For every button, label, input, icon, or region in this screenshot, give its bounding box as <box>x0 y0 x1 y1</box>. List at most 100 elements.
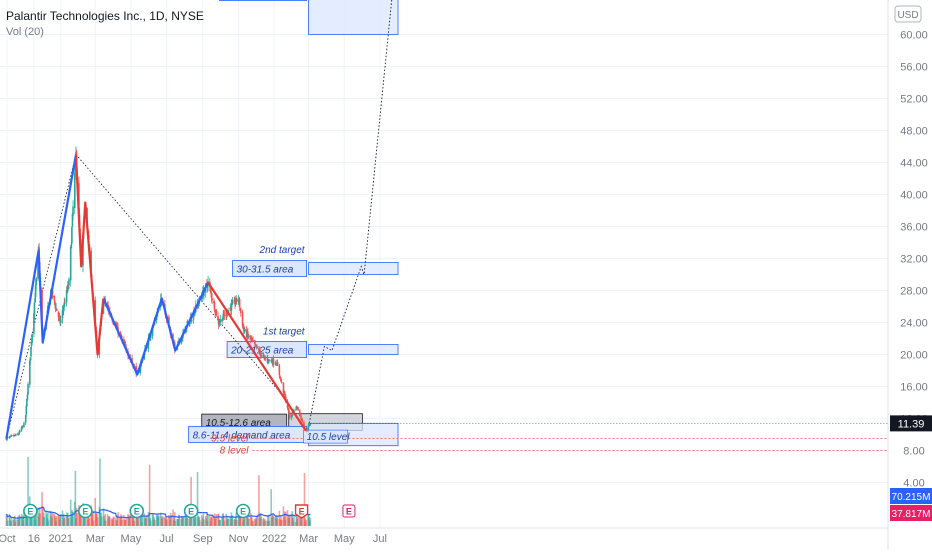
volume-bar <box>223 520 226 526</box>
volume-bar <box>39 513 42 526</box>
earnings-red-shield <box>294 504 309 519</box>
candle-body <box>21 427 23 429</box>
candle-body <box>287 408 290 414</box>
volume-bar <box>268 514 270 526</box>
price-axis[interactable]: 4.008.0012.0016.0020.0024.0028.0032.0036… <box>887 0 928 550</box>
volume-bar <box>55 516 58 526</box>
candle-body <box>279 377 282 379</box>
price-tick-label: 16.00 <box>900 382 928 394</box>
volume-bar <box>117 512 119 526</box>
price-tick-label: 32.00 <box>900 254 928 266</box>
volume-bar <box>129 514 132 526</box>
candle-body <box>27 384 29 395</box>
candle-body <box>74 172 76 208</box>
volume-bar <box>145 515 148 526</box>
volume-bar <box>285 511 287 526</box>
candle-body <box>149 335 152 338</box>
candle-body <box>51 290 54 298</box>
volume-bar <box>235 512 237 526</box>
candle-body <box>192 311 195 320</box>
volume-badge <box>890 488 932 504</box>
candle-body <box>201 297 204 299</box>
candle-body <box>30 346 32 357</box>
volume-bar <box>19 515 21 526</box>
volume-bar <box>27 456 29 526</box>
volume-bar <box>283 511 286 526</box>
candle-body <box>301 418 303 422</box>
target-zone <box>308 0 399 35</box>
candle-body <box>124 343 127 347</box>
candle-body <box>25 406 28 415</box>
earnings-icon: E <box>78 503 93 519</box>
candle-body <box>289 412 291 418</box>
candle-body <box>248 336 250 338</box>
earnings-icon: E <box>235 503 251 519</box>
volume-ma-line <box>6 506 311 519</box>
candle-body <box>58 315 61 318</box>
volume-bar <box>133 520 136 526</box>
candle-body <box>190 319 193 322</box>
candle-body <box>255 344 257 347</box>
candle-body <box>278 365 281 376</box>
volume-bar <box>64 517 66 526</box>
candle-body <box>267 361 270 363</box>
volume-bar <box>182 517 185 526</box>
volume-bar <box>31 510 33 526</box>
candle-body <box>213 301 215 303</box>
time-tick-label: May <box>121 533 142 545</box>
candle-body <box>29 357 32 361</box>
candle-body <box>280 381 283 383</box>
candle-body <box>241 311 244 326</box>
candle-body <box>307 424 310 428</box>
candle-body <box>234 299 236 305</box>
volume-bar <box>301 513 303 526</box>
candle-body <box>215 309 218 316</box>
volume-bar <box>227 518 230 526</box>
candle-body <box>34 298 36 303</box>
volume-bar <box>276 518 279 526</box>
volume-bar <box>293 515 295 526</box>
candle-body <box>223 314 226 317</box>
candle-body <box>283 391 286 396</box>
volume-bar <box>72 511 74 526</box>
candle-body <box>230 304 233 311</box>
candle-body <box>35 278 38 286</box>
volume-bar <box>190 514 193 526</box>
price-tick-label: 24.00 <box>900 318 928 330</box>
candle-body <box>279 375 281 379</box>
candle-body <box>274 363 277 365</box>
candle-body <box>237 299 240 302</box>
target-label: 2nd target <box>259 245 306 256</box>
price-tick-label: 40.00 <box>900 190 928 202</box>
last-price-value: 11.39 <box>898 418 925 430</box>
volume-bar <box>104 514 106 526</box>
volume-indicator-label: Vol (20) <box>6 26 44 38</box>
price-tick-label: 48.00 <box>900 126 928 138</box>
time-axis[interactable]: Oct 16 2021 Mar May Jul Sep Nov 2022 Mar May Jul <box>0 527 888 545</box>
earnings-future-box <box>342 504 356 518</box>
volume-bar <box>309 517 312 526</box>
candle-body <box>65 289 68 303</box>
candle-body <box>259 352 262 356</box>
earnings-circle <box>23 503 38 519</box>
candle-body <box>222 313 225 318</box>
volume-bar <box>92 520 95 526</box>
time-tick-label: Nov <box>229 533 249 545</box>
candle-body <box>206 286 209 288</box>
candle-body <box>217 316 219 320</box>
volume-bar <box>170 514 173 526</box>
candle-body <box>106 302 109 307</box>
price-tick-label: 8.00 <box>903 446 924 458</box>
projection-path <box>308 0 393 427</box>
time-tick-label: Jul <box>160 533 174 545</box>
candle-body <box>296 406 298 408</box>
candle-body <box>290 415 293 418</box>
volume-bar <box>35 512 38 526</box>
volume-bar <box>240 515 242 526</box>
volume-bar <box>141 514 144 526</box>
zone-label-box <box>232 260 308 277</box>
